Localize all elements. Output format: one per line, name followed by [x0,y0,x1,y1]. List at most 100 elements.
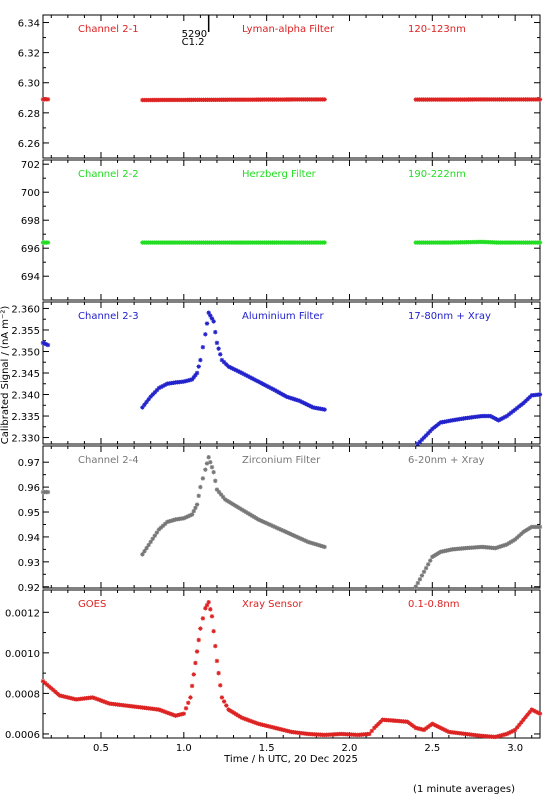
data-point [316,542,321,548]
data-point [312,541,317,546]
y-tick-label: 0.94 [18,533,40,544]
data-point [203,332,208,337]
data-point [214,487,220,492]
data-point [314,542,319,547]
data-point [295,535,300,540]
data-point [237,369,243,375]
flare-class-label: C1.2 [182,37,205,48]
data-point [154,388,160,393]
panel-filter-label: Zirconium Filter [242,455,321,466]
y-tick-label: 0.93 [18,558,40,569]
panels-layer: 6.26 6.28 6.30 6.32 6.34 Channel 2-1 Lyman-alp… [5,14,543,754]
data-point [523,528,528,533]
panel-frame [42,14,541,159]
panel-4: 0.92 0.93 0.94 0.95 0.96 0.97 Channel 2-4 Zirco… [18,445,543,594]
data-point [432,425,437,430]
data-point [223,497,228,502]
data-point [283,529,288,534]
data-point [519,531,524,537]
data-point [241,371,247,377]
data-point [506,730,512,736]
data-point [156,707,162,712]
data-point [494,417,499,422]
data-point [283,728,288,733]
data-point [430,426,435,432]
y-tick-label: 2.350 [11,347,40,358]
data-point [200,344,206,350]
y-tick-label: 2.335 [11,412,40,423]
data-point [502,542,508,548]
data-point [175,712,180,718]
data-point [150,392,155,397]
data-point [206,310,211,315]
data-point [45,240,51,245]
data-point [500,543,506,548]
data-point [322,97,327,102]
data-point [444,728,450,734]
data-point [284,394,289,399]
panel-channel-label: Channel 2-1 [78,24,139,35]
data-point [243,509,249,515]
data-point [208,459,213,465]
data-point [229,501,234,506]
y-tick-label: 0.0010 [5,649,40,660]
data-point [303,401,308,406]
data-point [256,379,261,384]
data-point [508,410,514,416]
data-point [276,726,282,732]
data-point [376,721,381,727]
data-point [42,680,48,686]
data-point [305,402,310,407]
data-point [200,616,206,621]
panel-band-label: 17-80nm + Xray [408,311,491,322]
data-point [260,381,265,386]
data-point [297,398,302,404]
data-point [177,712,182,717]
data-point [270,725,276,730]
data-point [211,629,216,634]
data-point [102,699,108,705]
panel-channel-label: Channel 2-2 [78,169,139,180]
panel-frame [42,159,541,301]
data-point [415,441,421,447]
data-point [421,435,427,440]
data-point [496,418,501,423]
data-point [249,719,255,724]
data-point [40,340,46,346]
data-point [510,408,516,414]
data-point [299,536,305,542]
data-point [287,531,292,536]
data-point [150,536,155,541]
data-point [211,319,216,324]
data-point [140,552,145,557]
y-tick-label: 6.32 [18,49,40,60]
data-point [527,526,532,531]
data-point [322,240,327,245]
data-point [198,626,203,631]
data-point [167,519,172,524]
data-point [285,728,290,734]
data-point [510,538,516,543]
data-point [525,712,530,717]
data-point [278,391,283,396]
data-point [154,530,160,535]
data-point [533,709,539,714]
data-point [211,469,216,475]
data-point [179,711,184,717]
data-point [537,240,543,245]
data-point [411,724,416,729]
data-point [228,708,233,713]
data-point [413,584,418,589]
data-point [512,537,518,542]
data-point [40,679,46,684]
data-point [272,725,278,731]
y-tick-label: 0.0008 [5,689,40,700]
data-point [209,614,215,619]
data-point [216,489,222,495]
y-tick-label: 0.96 [18,483,40,494]
data-point [434,723,439,729]
data-point [158,708,164,713]
data-point [191,375,196,380]
data-point [500,732,506,738]
